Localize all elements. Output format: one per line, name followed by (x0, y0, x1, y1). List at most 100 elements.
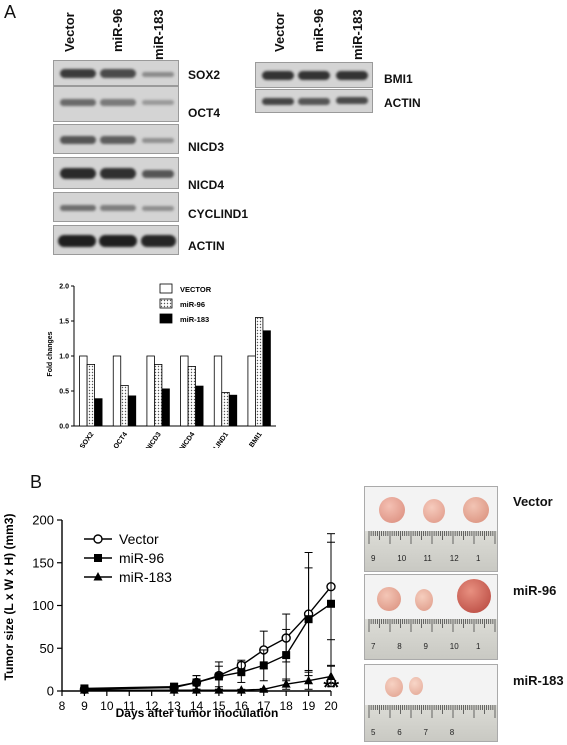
data-point-mir96 (214, 672, 223, 681)
ruler-number: 8 (397, 642, 402, 651)
x-tick-label: NICD4 (179, 431, 197, 448)
legend-swatch (159, 313, 173, 324)
tumor-image (463, 497, 489, 523)
x-tick-label: 17 (257, 699, 271, 713)
ruler-number: 1 (476, 554, 481, 563)
x-tick-label: 8 (59, 699, 66, 713)
ruler-number: 10 (397, 554, 406, 563)
blot-label-sox2: SOX2 (188, 68, 221, 82)
bar (86, 364, 95, 427)
data-point-mir183 (326, 671, 336, 680)
data-point-mir183 (79, 685, 89, 694)
legend-swatch (159, 283, 173, 294)
lane-label-mir183: miR-183 (151, 9, 166, 60)
bar (154, 364, 163, 427)
bar-marks: SOX2 OCT4 NICD3 NICD4 CYCLIND1 BMI1 (79, 317, 271, 448)
ruler-number: 8 (450, 728, 455, 737)
bar (79, 355, 88, 427)
x-tick-label: 11 (123, 699, 136, 713)
tumor-photo-vector: 9 10 11 12 1 (364, 486, 498, 572)
bar (94, 398, 103, 427)
data-point-mir183 (259, 684, 269, 693)
tumor-image (409, 677, 423, 695)
data-point-mir96 (304, 615, 313, 624)
blot-sox2 (53, 60, 179, 86)
data-point-mir183 (281, 679, 291, 688)
x-tick-label: SOX2 (79, 431, 96, 448)
y-tick-label: 0 (47, 684, 54, 699)
data-point-mir183 (169, 685, 179, 694)
bar (112, 355, 122, 427)
bar (247, 355, 256, 427)
x-tick-label: NICD3 (145, 431, 163, 448)
x-tick-label: BMI1 (248, 431, 263, 448)
y-tick-label: 0.5 (59, 389, 69, 396)
blot-nicd4 (53, 157, 179, 189)
tumor-image (457, 579, 491, 613)
blot-label-actin-left: ACTIN (188, 239, 225, 253)
y-tick-label: 1.0 (59, 354, 69, 361)
ruler: 5 6 7 8 (365, 704, 497, 741)
data-point-mir183 (214, 685, 224, 694)
legend-label: Vector (119, 531, 159, 547)
y-tick-label: 50 (40, 641, 54, 656)
bar (120, 385, 129, 427)
bar (213, 355, 223, 427)
bar (255, 317, 264, 427)
blot-label-nicd4: NICD4 (188, 178, 225, 192)
x-tick-label: CYCLIND1 (204, 431, 230, 448)
series-line (84, 586, 332, 690)
x-tick-label: 9 (81, 699, 88, 713)
photo-label-vector: Vector (513, 494, 553, 509)
x-tick-label: 10 (100, 699, 114, 713)
line-axes: 0 50 100 150 200 8 9 10 11 12 13 14 15 16 17 18 19 20 (32, 513, 338, 714)
legend-label: miR-96 (180, 300, 205, 309)
bar (187, 366, 196, 427)
line-x-axis-label: Days after tumor inoculation (116, 706, 279, 720)
x-tick-label: 20 (324, 699, 338, 713)
series-mir183 (79, 665, 336, 694)
bar (127, 395, 137, 427)
line-y-axis-label: Tumor size (L x W x H) (mm3) (2, 514, 16, 681)
y-tick-label: 200 (32, 513, 54, 528)
blot-label-actin-right: ACTIN (384, 96, 421, 110)
ruler-number: 5 (371, 728, 376, 737)
data-point-mir96 (94, 554, 102, 562)
tumor-photo-mir183: 5 6 7 8 (364, 664, 498, 742)
data-point-mir183 (192, 685, 201, 694)
legend-label: VECTOR (180, 285, 212, 294)
ruler-number: 10 (450, 642, 459, 651)
photo-label-mir96: miR-96 (513, 583, 557, 598)
series-line (84, 603, 332, 690)
lane-label-vector-right: Vector (272, 12, 287, 52)
data-point-mir96 (282, 651, 291, 660)
blot-nicd3 (53, 124, 179, 154)
legend-swatch (159, 298, 173, 309)
legend-label: miR-183 (180, 315, 209, 324)
tumor-photo-mir96: 7 8 9 10 1 (364, 574, 498, 660)
fold-change-chart: Fold changes 0.0 0.5 1.0 1.5 2.0 SOX2 OCT4 NIC… (47, 283, 276, 448)
tumor-image (377, 587, 401, 611)
x-tick-label: 18 (279, 699, 293, 713)
y-tick-label: 1.5 (59, 319, 69, 326)
data-point-mir183 (304, 675, 314, 685)
y-tick-label: 0.0 (59, 424, 69, 431)
bar (146, 355, 155, 427)
bar (262, 330, 271, 427)
x-tick-label: 14 (190, 699, 204, 713)
tumor-image (415, 589, 433, 611)
ruler-number: 7 (424, 728, 429, 737)
data-point-mir183 (93, 572, 103, 581)
data-point-mir96 (237, 668, 246, 677)
x-tick-label: 19 (302, 699, 316, 713)
bar-legend: VECTOR miR-96 miR-183 (159, 283, 212, 324)
blot-label-cyclind1: CYCLIND1 (188, 207, 249, 221)
bar (228, 394, 238, 427)
ruler-ticks: 5 6 7 8 (368, 704, 496, 737)
bar (161, 388, 170, 427)
blot-label-bmi1: BMI1 (384, 72, 413, 86)
data-point-mir96 (327, 599, 335, 608)
data-point-mir183 (236, 685, 246, 694)
legend-label: miR-183 (119, 569, 172, 585)
bar (195, 385, 204, 427)
